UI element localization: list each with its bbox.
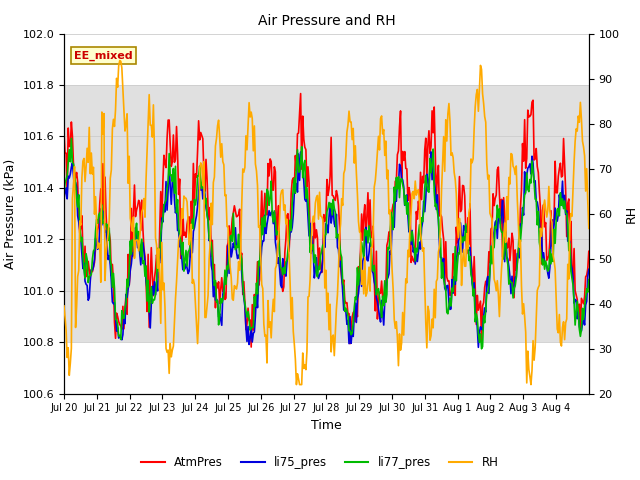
Bar (64, 85, 589, 342)
Y-axis label: RH: RH (625, 204, 638, 223)
Y-axis label: Air Pressure (kPa): Air Pressure (kPa) (4, 158, 17, 269)
Title: Air Pressure and RH: Air Pressure and RH (257, 14, 396, 28)
Legend: AtmPres, li75_pres, li77_pres, RH: AtmPres, li75_pres, li77_pres, RH (136, 452, 504, 474)
Text: EE_mixed: EE_mixed (74, 51, 133, 61)
X-axis label: Time: Time (311, 419, 342, 432)
